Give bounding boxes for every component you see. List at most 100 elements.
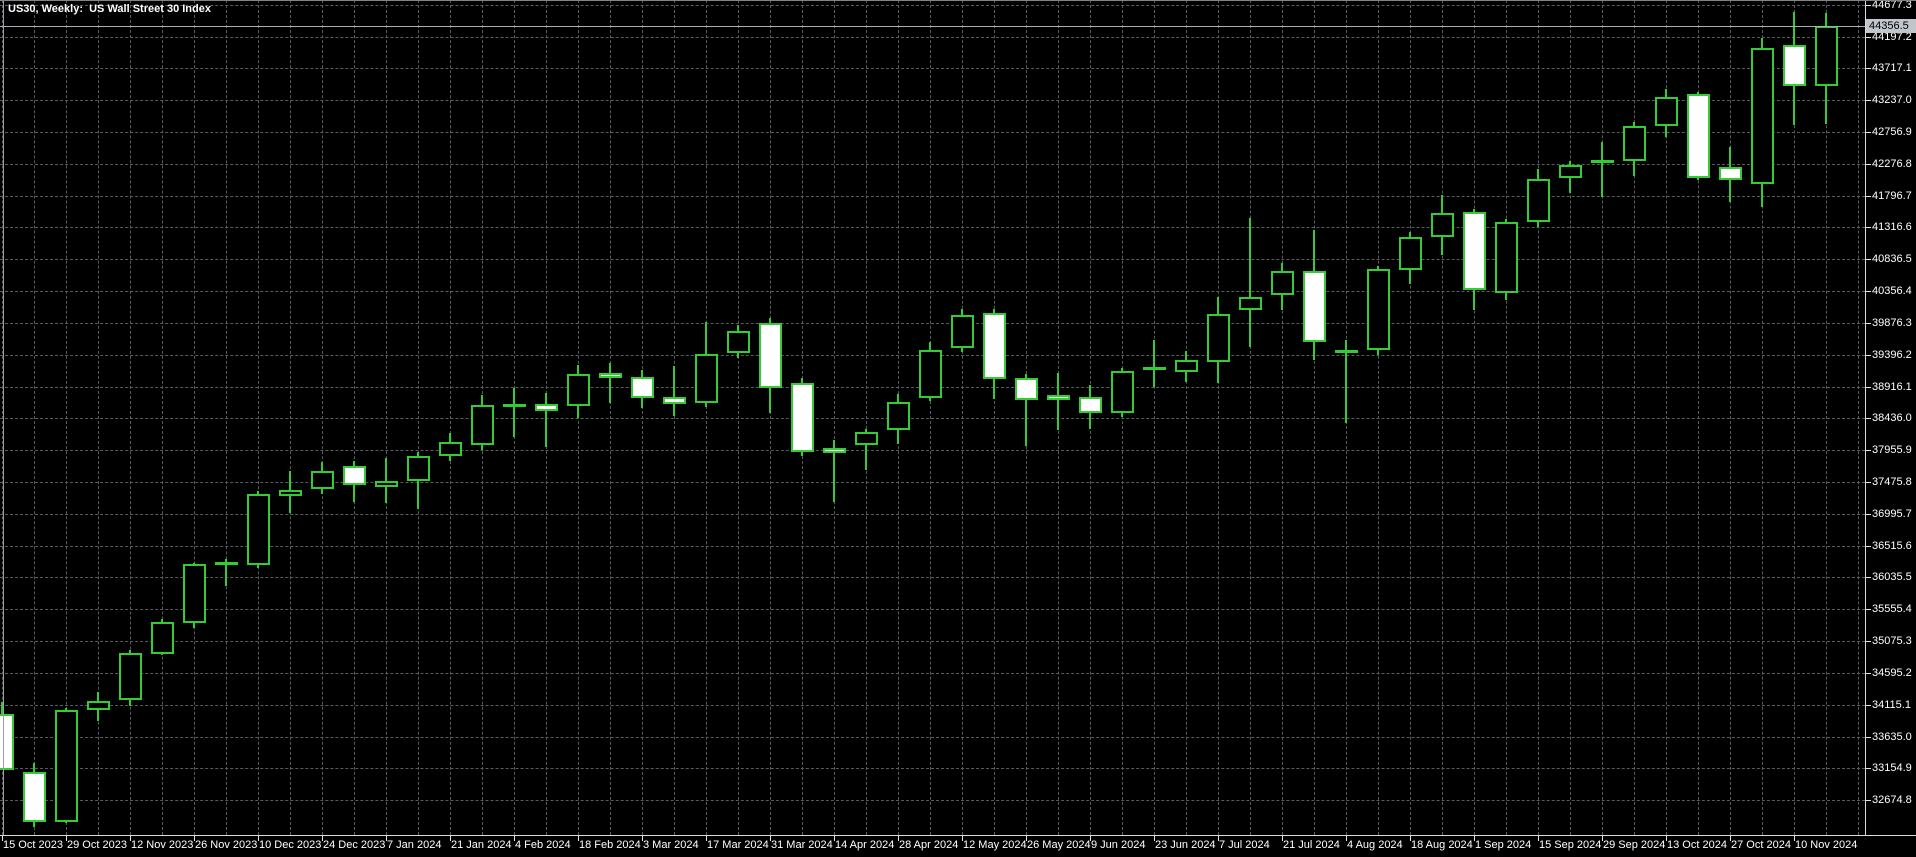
candle-body	[1719, 167, 1742, 180]
x-axis-tick	[1026, 835, 1027, 841]
y-axis-tick	[1865, 609, 1871, 610]
y-axis-label: 33635.0	[1872, 731, 1912, 743]
candle-body	[1271, 271, 1294, 295]
x-axis-label: 12 May 2024	[963, 839, 1027, 851]
vertical-gridline	[1730, 0, 1731, 835]
candle-body	[631, 377, 654, 398]
chart-title: US30, Weekly: US Wall Street 30 Index	[8, 3, 211, 15]
candle-body	[23, 772, 46, 822]
x-axis-tick	[642, 835, 643, 841]
vertical-gridline	[1314, 0, 1315, 835]
vertical-gridline	[226, 0, 227, 835]
y-axis-tick	[1865, 164, 1871, 165]
y-axis-label: 44197.2	[1872, 31, 1912, 43]
x-axis-label: 10 Dec 2023	[259, 839, 322, 851]
vertical-gridline	[1474, 0, 1475, 835]
vertical-gridline	[290, 0, 291, 835]
candle-body	[663, 397, 686, 404]
left-frame-line	[3, 0, 4, 835]
vertical-gridline	[322, 0, 323, 835]
y-axis-tick	[1865, 800, 1871, 801]
y-axis-label: 39396.2	[1872, 349, 1912, 361]
horizontal-gridline	[0, 4, 1865, 6]
x-axis-label: 15 Sep 2024	[1539, 839, 1602, 851]
horizontal-gridline	[0, 672, 1865, 674]
vertical-gridline	[354, 0, 355, 835]
vertical-gridline	[2, 0, 3, 835]
candle-body	[1655, 97, 1678, 126]
y-axis-label: 44677.3	[1872, 0, 1912, 11]
vertical-gridline	[450, 0, 451, 835]
candle-wick	[1601, 142, 1603, 197]
x-axis-tick	[1730, 835, 1731, 841]
x-axis-label: 31 Mar 2024	[771, 839, 833, 851]
candle-wick	[865, 429, 867, 470]
candle-body	[183, 564, 206, 623]
y-axis-label: 33154.9	[1872, 762, 1912, 774]
x-axis-label: 3 Mar 2024	[643, 839, 699, 851]
x-axis-label: 21 Jul 2024	[1283, 839, 1340, 851]
candle-body	[55, 710, 78, 822]
candle-body	[1111, 371, 1134, 413]
horizontal-gridline	[0, 609, 1865, 611]
candle-body	[471, 405, 494, 445]
horizontal-gridline	[0, 227, 1865, 229]
candle-body	[1367, 269, 1390, 350]
y-axis-tick	[1865, 387, 1871, 388]
bid-price-line	[0, 26, 1865, 27]
x-axis-label: 4 Feb 2024	[515, 839, 571, 851]
candle-body	[535, 404, 558, 411]
vertical-gridline	[1250, 0, 1251, 835]
x-axis-label: 15 Oct 2023	[3, 839, 63, 851]
y-axis-label: 43237.0	[1872, 94, 1912, 106]
vertical-gridline	[770, 0, 771, 835]
x-axis-tick	[450, 835, 451, 841]
candle-body	[1079, 397, 1102, 413]
candle-body	[1687, 94, 1710, 178]
candle-body	[1335, 350, 1358, 353]
vertical-gridline	[642, 0, 643, 835]
x-axis-label: 29 Oct 2023	[67, 839, 127, 851]
y-axis-label: 40356.4	[1872, 285, 1912, 297]
candle-body	[1431, 213, 1454, 237]
vertical-gridline	[386, 0, 387, 835]
x-axis-label: 26 May 2024	[1027, 839, 1091, 851]
candle-body	[599, 373, 622, 378]
vertical-gridline	[98, 0, 99, 835]
candle-body	[1623, 126, 1646, 161]
x-axis-label: 21 Jan 2024	[451, 839, 512, 851]
y-axis-label: 39876.3	[1872, 317, 1912, 329]
x-axis-tick	[66, 835, 67, 841]
vertical-gridline	[1154, 0, 1155, 835]
vertical-gridline	[1122, 0, 1123, 835]
y-axis-tick	[1865, 132, 1871, 133]
y-axis-label: 36995.7	[1872, 508, 1912, 520]
candle-body	[1143, 367, 1166, 370]
vertical-gridline	[66, 0, 67, 835]
candle-body	[1527, 179, 1550, 222]
vertical-gridline	[1218, 0, 1219, 835]
y-axis-tick	[1865, 673, 1871, 674]
x-axis-label: 28 Apr 2024	[899, 839, 959, 851]
vertical-gridline	[162, 0, 163, 835]
y-axis-label: 37475.8	[1872, 476, 1912, 488]
y-axis-label: 34595.2	[1872, 667, 1912, 679]
candle-wick	[1345, 340, 1347, 423]
horizontal-gridline	[0, 195, 1865, 197]
horizontal-gridline	[0, 131, 1865, 133]
horizontal-gridline	[0, 704, 1865, 706]
y-axis-label: 40836.5	[1872, 253, 1912, 265]
vertical-gridline	[738, 0, 739, 835]
y-axis-tick	[1865, 196, 1871, 197]
candle-body	[1207, 314, 1230, 362]
x-axis-tick	[962, 835, 963, 841]
y-axis-tick	[1865, 705, 1871, 706]
y-axis-tick	[1865, 737, 1871, 738]
candle-wick	[1249, 218, 1251, 347]
horizontal-gridline	[0, 418, 1865, 420]
vertical-gridline	[1666, 0, 1667, 835]
vertical-gridline	[1698, 0, 1699, 835]
x-axis-tick	[1666, 835, 1667, 841]
candle-body	[1751, 48, 1774, 184]
